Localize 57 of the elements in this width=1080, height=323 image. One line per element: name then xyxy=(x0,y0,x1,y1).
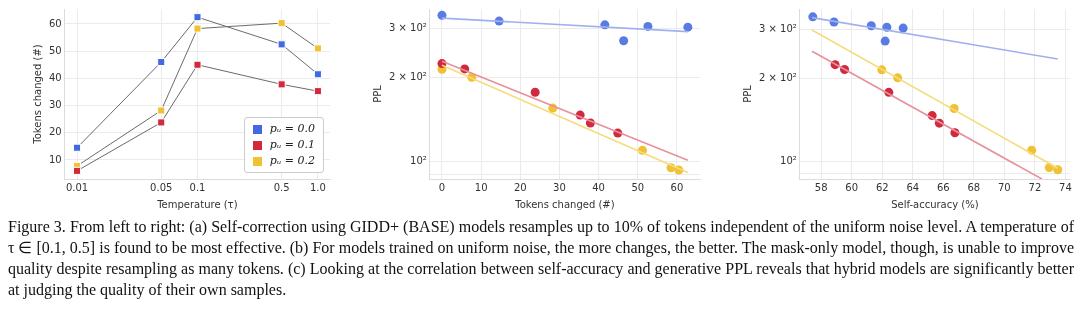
y-tick-label: 10 xyxy=(48,153,62,165)
point xyxy=(683,22,693,32)
x-tick-label: 0.1 xyxy=(189,181,206,193)
x-tick-label: 40 xyxy=(592,181,605,193)
x-axis-title: Tokens changed (#) xyxy=(514,198,615,210)
legend-label: pᵤ = 0.2 xyxy=(269,153,315,169)
y-tick-label: 60 xyxy=(48,17,62,29)
point xyxy=(880,36,890,46)
point xyxy=(193,24,202,33)
y-tick-label: 50 xyxy=(48,44,62,56)
legend-label: pᵤ = 0.0 xyxy=(269,121,315,137)
point xyxy=(73,143,82,152)
x-tick-label: 30 xyxy=(553,181,566,193)
legend-label: pᵤ = 0.1 xyxy=(269,137,315,153)
point xyxy=(313,70,322,79)
x-tick-label: 60 xyxy=(845,181,859,193)
y-tick-label: 40 xyxy=(48,71,62,83)
caption: Figure 3. From left to right: (a) Self-correction using GIDD+ (BASE) models resamples up to 10% of tokens independent of the uniform noise level. A temperature of τ ∈ [0.1, 0.5] is found to be most effective. (b) For models trained on uniform noise, the more changes, the better. The mask-only model, though, is unable to improve quality despite resampling as many tokens. (c) Looking at the correlation between self-accuracy and generative PPL reveals that hybrid models are significantly better at judging the quality of their own samples. xyxy=(8,217,1074,300)
y-tick-label: 10² xyxy=(780,154,797,166)
x-axis-title: Self-accuracy (%) xyxy=(891,198,979,210)
y-tick-label: 10² xyxy=(410,155,427,167)
x-tick-label: 72 xyxy=(1028,181,1042,193)
point xyxy=(530,87,540,97)
point xyxy=(619,36,629,46)
x-tick-label: 50 xyxy=(631,181,645,193)
x-tick-label: 0 xyxy=(438,181,446,193)
x-tick-label: 10 xyxy=(474,181,488,193)
y-tick-label: 2 × 10² xyxy=(388,71,427,83)
y-axis-title: Tokens changed (#) xyxy=(31,44,43,145)
y-tick-label: 3 × 10² xyxy=(758,23,797,35)
y-tick-label: 2 × 10² xyxy=(758,71,797,83)
point xyxy=(193,13,202,22)
x-tick-label: 20 xyxy=(513,181,527,193)
x-tick-label: 66 xyxy=(936,181,950,193)
x-tick-label: 68 xyxy=(967,181,981,193)
x-axis-title: Temperature (τ) xyxy=(156,198,238,210)
x-tick-label: 64 xyxy=(906,181,920,193)
x-tick-label: 62 xyxy=(875,181,889,193)
point xyxy=(898,23,908,33)
x-tick-label: 0.5 xyxy=(273,181,290,193)
x-tick-label: 60 xyxy=(670,181,684,193)
point xyxy=(193,60,202,69)
point xyxy=(73,166,82,175)
y-axis-title: PPL xyxy=(371,84,383,103)
point xyxy=(1053,165,1063,175)
x-tick-label: 70 xyxy=(998,181,1011,193)
y-axis-title: PPL xyxy=(741,84,753,103)
y-tick-label: 20 xyxy=(48,126,62,138)
x-tick-label: 1.0 xyxy=(309,181,326,193)
x-tick-label: 0.01 xyxy=(65,181,89,193)
x-tick-label: 0.05 xyxy=(150,181,173,193)
x-tick-label: 58 xyxy=(814,181,828,193)
point xyxy=(313,87,322,96)
point xyxy=(313,44,322,53)
y-tick-label: 3 × 10² xyxy=(388,21,427,33)
x-tick-label: 74 xyxy=(1059,181,1072,193)
y-tick-label: 30 xyxy=(48,99,62,111)
